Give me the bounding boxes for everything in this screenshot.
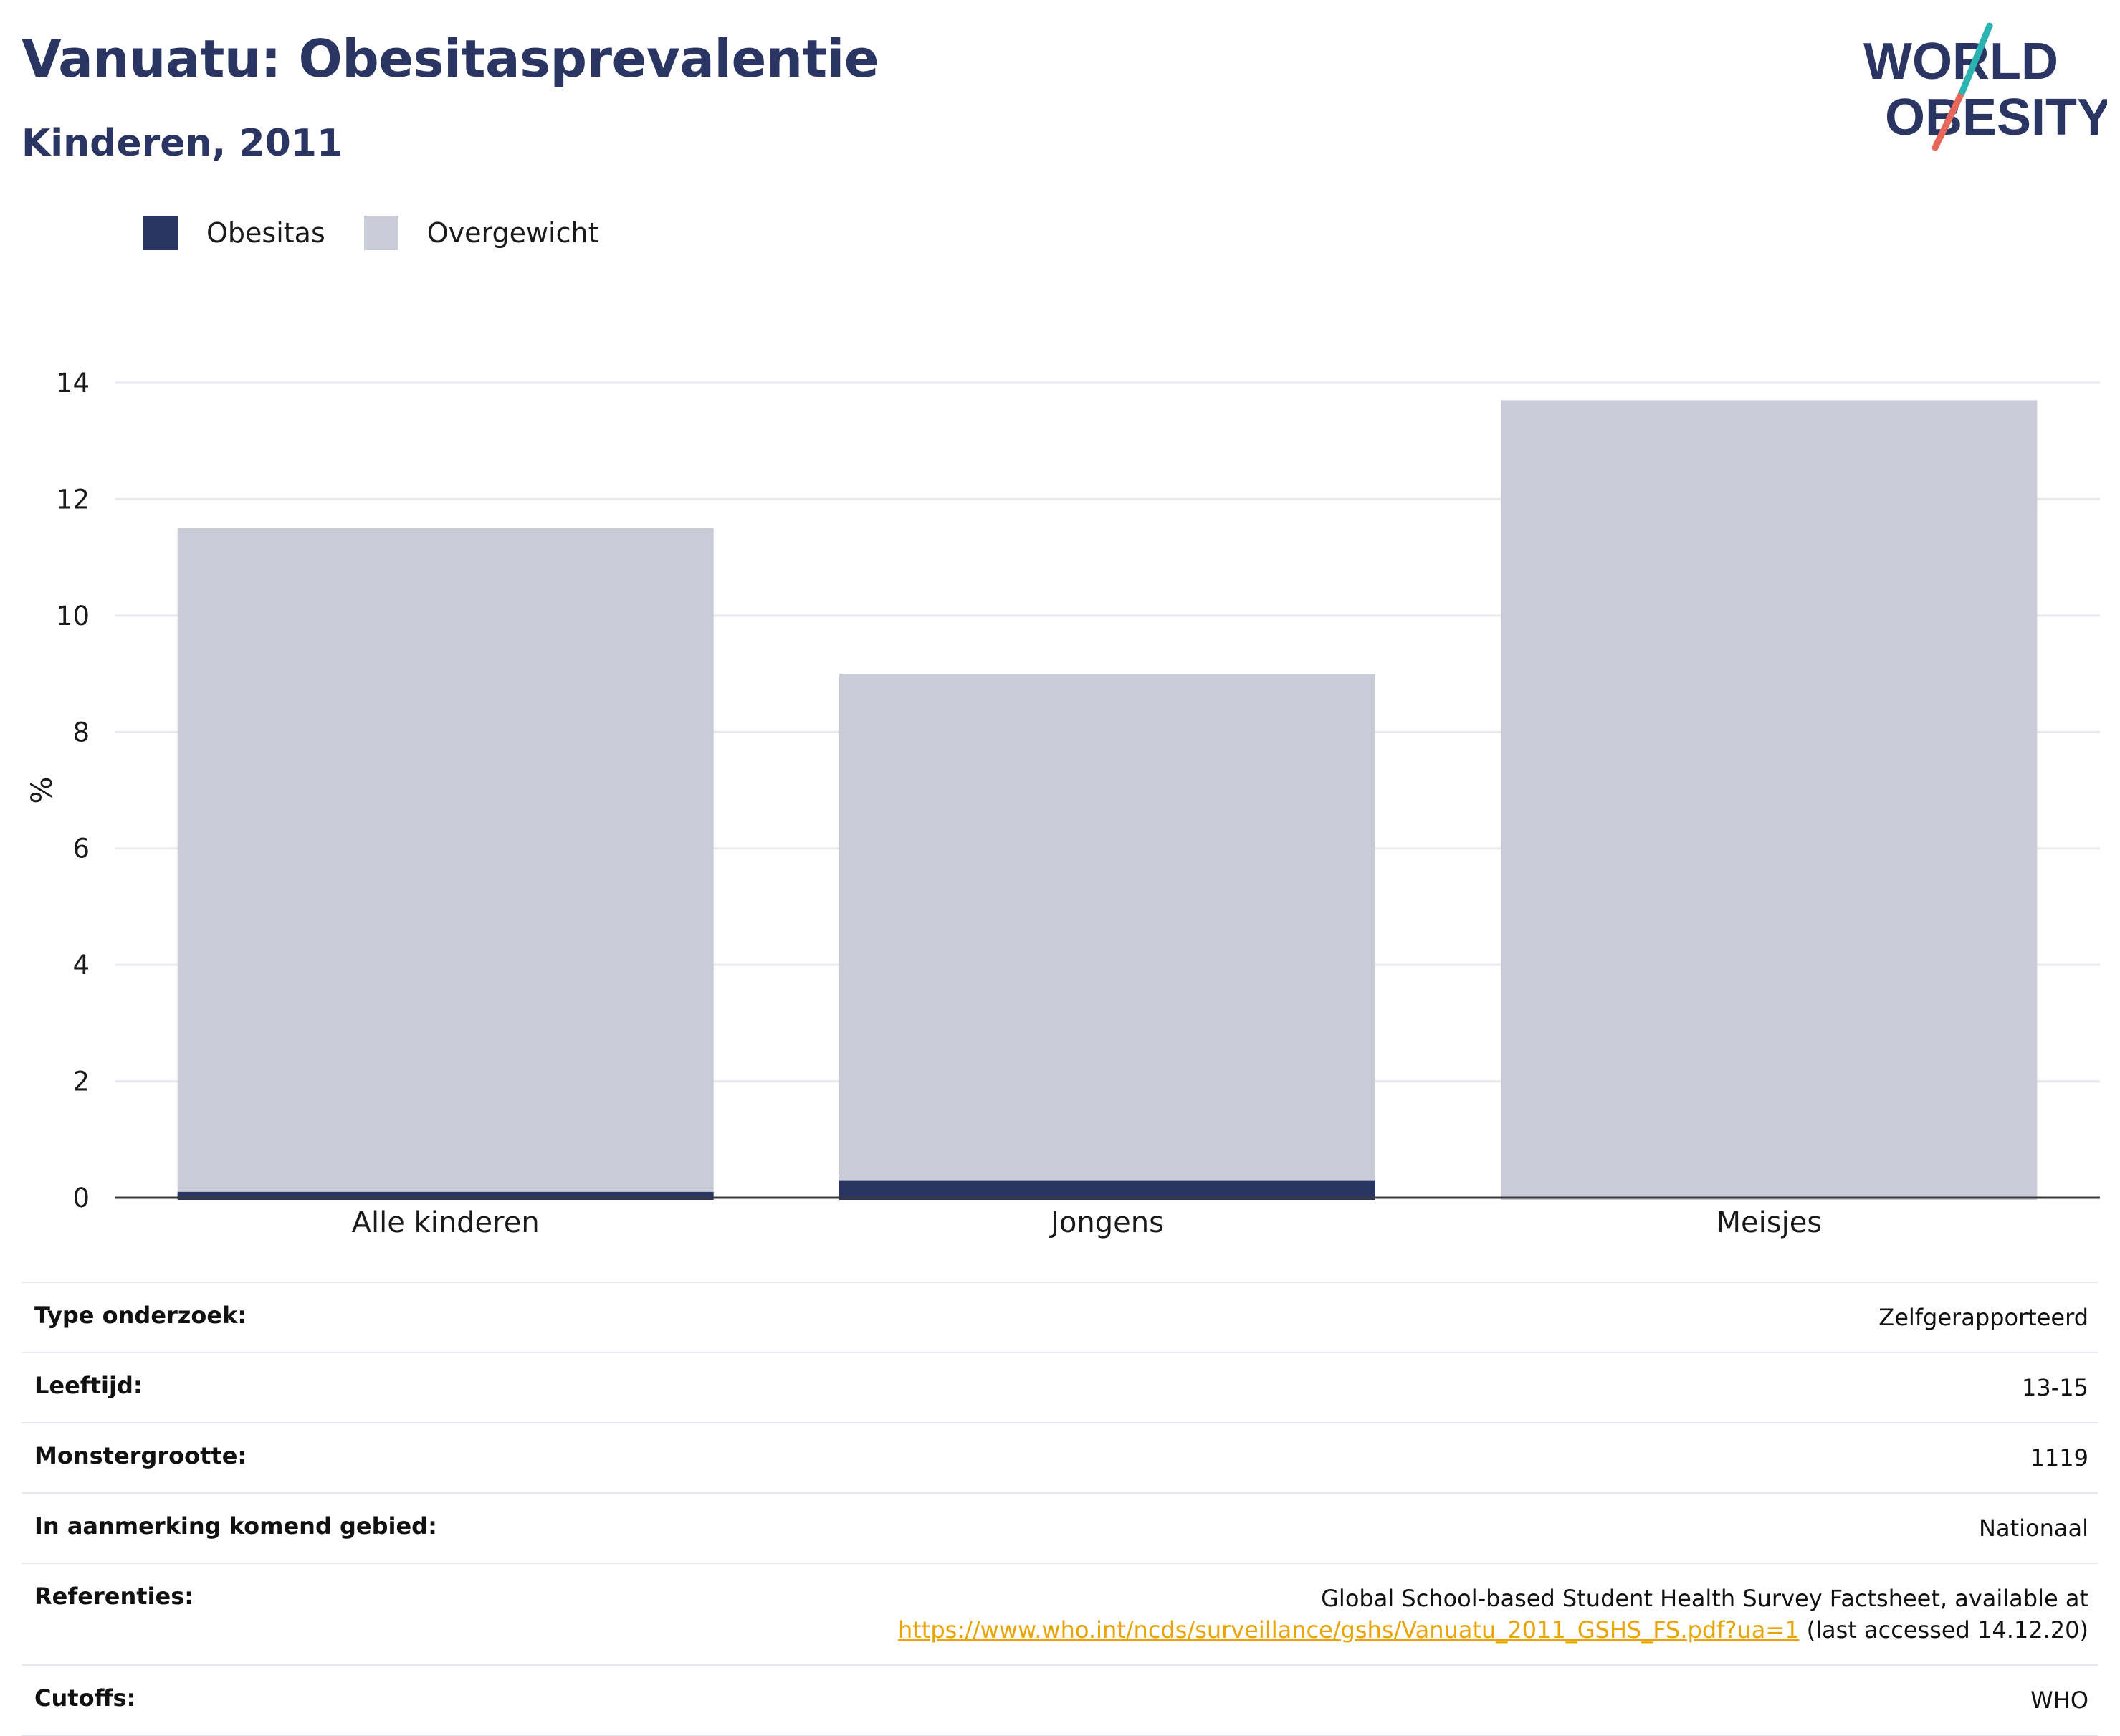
meta-value-age: 13-15 xyxy=(2022,1374,2088,1401)
legend-swatch-obesitas xyxy=(143,216,178,250)
page-title: Vanuatu: Obesitasprevalentie xyxy=(22,29,879,89)
reference-suffix: (last accessed 14.12.20) xyxy=(1806,1616,2088,1644)
logo-text-obesity: OBESITY xyxy=(1885,89,2107,146)
meta-label-area: In aanmerking komend gebied: xyxy=(34,1512,437,1540)
logo-slash-top xyxy=(1959,22,1993,95)
bar-chart: 0 2 4 6 8 10 12 14% Alle kinderen Jongens Meisjes xyxy=(26,368,2100,1239)
legend-label-overgewicht: Overgewicht xyxy=(426,217,599,249)
meta-row-type: Type onderzoek: Zelfgerapporteerd xyxy=(22,1283,2098,1353)
world-obesity-logo: WORLD OBESITY xyxy=(1863,22,2107,151)
legend-item-overgewicht[interactable]: Overgewicht xyxy=(363,216,599,250)
reference-link[interactable]: https://www.who.int/ncds/surveillance/gs… xyxy=(897,1616,1800,1644)
meta-row-area: In aanmerking komend gebied: Nationaal xyxy=(22,1494,2098,1564)
reference-text: Global School-based Student Health Surve… xyxy=(1321,1585,2088,1612)
meta-value-type: Zelfgerapporteerd xyxy=(1878,1304,2088,1331)
y-axis-label: % xyxy=(26,776,59,803)
logo-text-world: WORLD xyxy=(1863,33,2058,90)
meta-value-references: Global School-based Student Health Surve… xyxy=(898,1583,2088,1646)
x-tick-label: Alle kinderen xyxy=(352,1206,540,1239)
chart-legend: Obesitas Overgewicht xyxy=(143,214,638,252)
meta-row-sample: Monstergrootte: 1119 xyxy=(22,1423,2098,1494)
bar-obesitas-alle-kinderen xyxy=(177,1191,714,1200)
bar-obesitas-jongens xyxy=(839,1180,1375,1200)
meta-label-type: Type onderzoek: xyxy=(34,1302,247,1329)
x-tick-label: Meisjes xyxy=(1716,1206,1823,1239)
y-tick-label: 12 xyxy=(56,484,90,515)
meta-label-sample: Monstergrootte: xyxy=(34,1442,247,1469)
y-tick-label: 4 xyxy=(72,950,90,981)
legend-swatch-overgewicht xyxy=(363,216,398,250)
y-tick-label: 0 xyxy=(72,1183,90,1213)
meta-value-sample: 1119 xyxy=(2030,1444,2088,1472)
meta-row-references: Referenties: Global School-based Student… xyxy=(22,1564,2098,1666)
meta-row-cutoffs: Cutoffs: WHO xyxy=(22,1666,2098,1736)
bar-overgewicht-alle-kinderen xyxy=(177,528,714,1200)
meta-label-cutoffs: Cutoffs: xyxy=(34,1684,136,1712)
bar-overgewicht-jongens xyxy=(839,674,1375,1200)
metadata-table: Type onderzoek: Zelfgerapporteerd Leefti… xyxy=(22,1282,2098,1736)
meta-label-references: Referenties: xyxy=(34,1583,194,1610)
y-tick-label: 10 xyxy=(56,601,90,631)
legend-label-obesitas: Obesitas xyxy=(206,217,325,249)
y-tick-label: 8 xyxy=(72,717,90,748)
bar-overgewicht-meisjes xyxy=(1501,400,2038,1200)
meta-value-area: Nationaal xyxy=(1979,1515,2088,1542)
legend-item-obesitas[interactable]: Obesitas xyxy=(143,216,325,250)
page-subtitle: Kinderen, 2011 xyxy=(22,122,343,165)
y-tick-label: 14 xyxy=(56,368,90,399)
y-tick-label: 2 xyxy=(72,1067,90,1097)
x-tick-label: Jongens xyxy=(1049,1206,1164,1239)
logo-slash-bottom xyxy=(1932,88,1966,151)
meta-value-cutoffs: WHO xyxy=(2030,1687,2088,1714)
meta-label-age: Leeftijd: xyxy=(34,1372,143,1399)
meta-row-age: Leeftijd: 13-15 xyxy=(22,1353,2098,1423)
y-tick-label: 6 xyxy=(72,834,90,864)
